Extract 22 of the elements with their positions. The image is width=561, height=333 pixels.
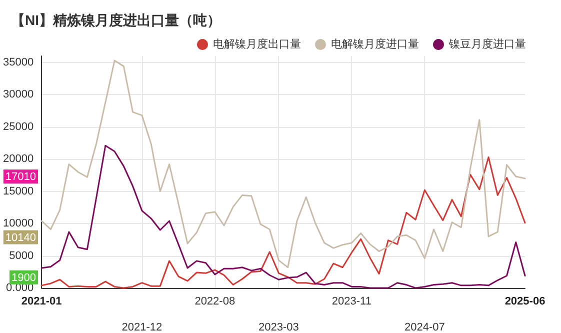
legend-label: 电解镍月度进口量 [331, 38, 419, 50]
y-tick-label: 15000 [2, 185, 34, 198]
y-tick-label: 20000 [2, 153, 34, 166]
text: 10140 [5, 232, 36, 244]
legend-label: 电解镍月度出口量 [213, 38, 301, 50]
y-tick-label: 25000 [2, 120, 34, 133]
line-series [40, 60, 526, 268]
x-tick-label: 2021-12 [122, 322, 162, 333]
text: 17010 [5, 171, 36, 183]
y-tick-label: 35000 [2, 56, 34, 68]
chart-title: 【NI】精炼镍月度进出口量（吨） [11, 12, 221, 28]
x-tick-label: 2021-01 [21, 296, 62, 308]
legend-label: 镍豆月度进口量 [448, 38, 526, 50]
text: 1900 [12, 272, 36, 284]
x-tick-label: 2022-08 [194, 296, 236, 308]
y-tick-label: 5000 [9, 250, 34, 262]
y-tick-label: 30000 [2, 88, 34, 101]
x-tick-label: 2025-06 [504, 296, 546, 308]
x-tick-label: 2023-11 [332, 296, 372, 308]
x-tick-label: 2023-03 [258, 322, 299, 333]
y-tick-label: 10000 [2, 218, 34, 230]
x-tick-label: 2024-07 [404, 322, 445, 333]
